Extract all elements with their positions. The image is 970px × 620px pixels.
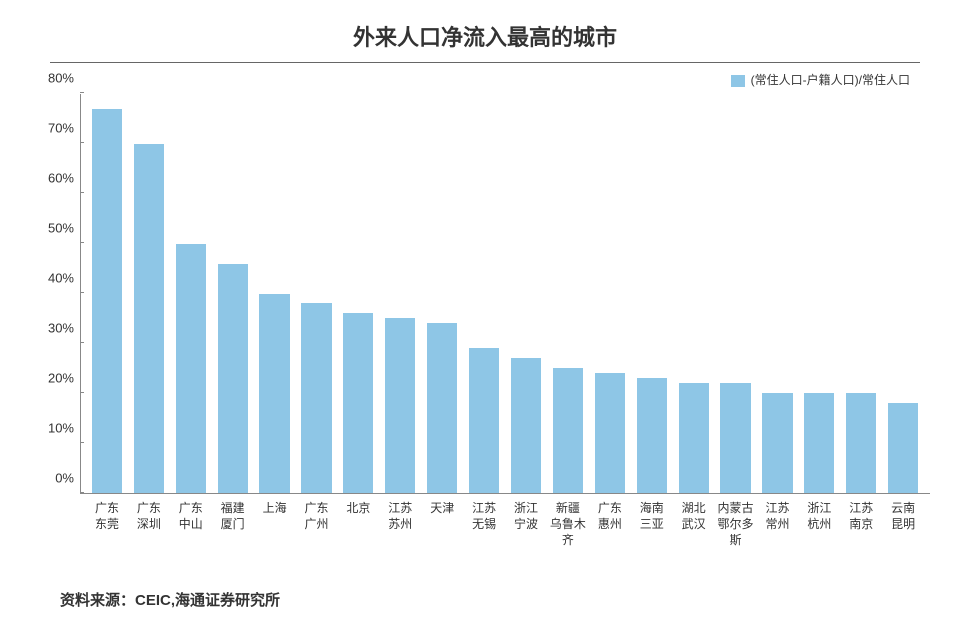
bar-slot [379,94,421,493]
bar-slot [421,94,463,493]
y-tick-label: 80% [48,71,74,86]
bar [176,244,206,493]
bar [259,294,289,494]
bar [301,303,331,493]
x-tick-label: 广东 惠州 [589,500,631,549]
x-tick-label: 浙江 杭州 [798,500,840,549]
bar [762,393,792,493]
bar-slot [673,94,715,493]
x-tick-label: 广东 广州 [296,500,338,549]
x-tick-label: 新疆 乌鲁木齐 [547,500,589,549]
bar-slot [212,94,254,493]
x-tick-label: 湖北 武汉 [673,500,715,549]
x-tick-label: 广东 中山 [170,500,212,549]
bar [595,373,625,493]
bar [218,264,248,493]
bar-slot [882,94,924,493]
source-label: 资料来源：CEIC,海通证券研究所 [60,589,940,610]
bar-slot [86,94,128,493]
x-tick-label: 浙江 宁波 [505,500,547,549]
bar-slot [254,94,296,493]
bar [888,403,918,493]
x-tick-label: 福建 厦门 [212,500,254,549]
bar [804,393,834,493]
y-tick-label: 30% [48,321,74,336]
x-tick-label: 广东 东莞 [86,500,128,549]
bar-slot [798,94,840,493]
bar-slot [757,94,799,493]
bar [134,144,164,493]
bar [553,368,583,493]
bar-slot [505,94,547,493]
y-tick-label: 60% [48,171,74,186]
x-tick-label: 北京 [337,500,379,549]
x-tick-label: 内蒙古 鄂尔多斯 [715,500,757,549]
y-tick-label: 50% [48,221,74,236]
legend-swatch [731,75,745,87]
bar-slot [715,94,757,493]
bar-slot [296,94,338,493]
bar-slot [170,94,212,493]
x-tick-label: 天津 [421,500,463,549]
bar [720,383,750,493]
bar [343,313,373,493]
bar-slot [589,94,631,493]
bars-group [80,94,930,493]
y-tick-label: 40% [48,271,74,286]
legend: (常住人口-户籍人口)/常住人口 [30,71,940,88]
y-tick-label: 0% [55,471,74,486]
chart-container: 外来人口净流入最高的城市 (常住人口-户籍人口)/常住人口 0%10%20%30… [0,0,970,620]
bar-slot [631,94,673,493]
legend-label: (常住人口-户籍人口)/常住人口 [751,73,910,87]
bar [469,348,499,493]
x-tick-label: 江苏 南京 [840,500,882,549]
y-tick-label: 20% [48,371,74,386]
y-axis: 0%10%20%30%40%50%60%70%80% [30,94,80,493]
chart-title: 外来人口净流入最高的城市 [50,20,920,63]
y-tick-label: 10% [48,421,74,436]
bar-slot [337,94,379,493]
bar [679,383,709,493]
bar-slot [128,94,170,493]
y-tick-mark [80,92,84,93]
x-axis-labels: 广东 东莞广东 深圳广东 中山福建 厦门上海广东 广州北京江苏 苏州天津江苏 无… [80,494,930,549]
bar-slot [840,94,882,493]
x-tick-label: 广东 深圳 [128,500,170,549]
bar [92,109,122,493]
x-tick-label: 云南 昆明 [882,500,924,549]
bar [637,378,667,493]
x-tick-label: 江苏 无锡 [463,500,505,549]
x-tick-label: 海南 三亚 [631,500,673,549]
x-tick-label: 上海 [254,500,296,549]
bar-slot [463,94,505,493]
bar [427,323,457,493]
x-tick-label: 江苏 常州 [757,500,799,549]
plot-area: 0%10%20%30%40%50%60%70%80% [80,94,930,494]
bar [385,318,415,493]
bar-slot [547,94,589,493]
bar [846,393,876,493]
y-tick-label: 70% [48,121,74,136]
bar [511,358,541,493]
x-tick-label: 江苏 苏州 [379,500,421,549]
